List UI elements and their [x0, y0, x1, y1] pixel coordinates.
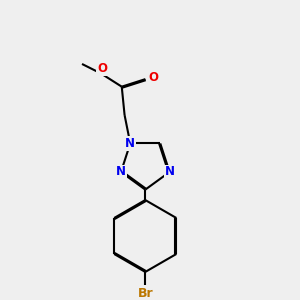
- Text: Br: Br: [137, 287, 153, 300]
- Text: O: O: [97, 62, 107, 75]
- Text: N: N: [116, 166, 126, 178]
- Text: O: O: [148, 71, 158, 84]
- Text: N: N: [125, 137, 135, 150]
- Text: N: N: [165, 166, 175, 178]
